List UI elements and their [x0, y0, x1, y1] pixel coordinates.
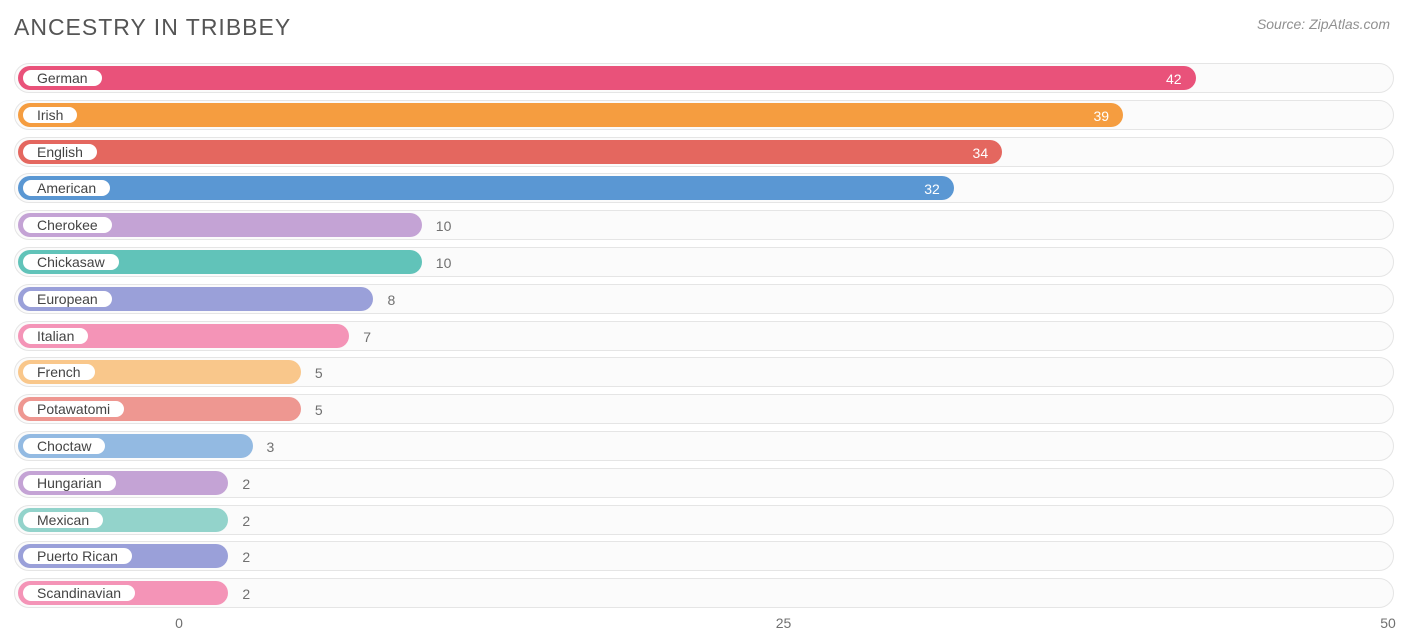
chart-row: Puerto Rican 2	[14, 541, 1394, 571]
chart-bar-label: English	[21, 142, 99, 162]
chart-bar-value: 32	[914, 179, 950, 199]
chart-row: European 8	[14, 284, 1394, 314]
chart-bar-value: 39	[1083, 106, 1119, 126]
chart-bar-label: European	[21, 289, 114, 309]
chart-axis-tick: 0	[175, 615, 183, 631]
chart-bar-label: Cherokee	[21, 215, 114, 235]
chart-bar-label: French	[21, 362, 97, 382]
chart-bar-value: 2	[232, 474, 260, 494]
chart-bar-label: Puerto Rican	[21, 546, 134, 566]
chart-bar	[18, 66, 1196, 90]
chart-bar-value: 2	[232, 547, 260, 567]
chart-row: Mexican 2	[14, 505, 1394, 535]
chart-row: Chickasaw 10	[14, 247, 1394, 277]
chart-bar-label: Hungarian	[21, 473, 118, 493]
chart-bar	[18, 176, 954, 200]
chart-header: ANCESTRY IN TRIBBEY Source: ZipAtlas.com	[14, 14, 1396, 41]
chart-row: French 5	[14, 357, 1394, 387]
chart-bar-value: 5	[305, 400, 333, 420]
chart-bar-value: 10	[426, 216, 462, 236]
chart-row: American 32	[14, 173, 1394, 203]
chart-bar-label: German	[21, 68, 104, 88]
chart-bar-value: 8	[377, 290, 405, 310]
chart-bars: German42Irish39English34American32Cherok…	[14, 63, 1394, 608]
chart-bar-value: 2	[232, 511, 260, 531]
chart-row: Irish 39	[14, 100, 1394, 130]
chart-bar	[18, 140, 1002, 164]
chart-bar-label: Italian	[21, 326, 90, 346]
chart-row: Choctaw 3	[14, 431, 1394, 461]
chart-axis-tick: 50	[1380, 615, 1396, 631]
chart-axis-tick: 25	[776, 615, 792, 631]
chart-bar-value: 34	[963, 143, 999, 163]
chart-row: Potawatomi 5	[14, 394, 1394, 424]
chart-source: Source: ZipAtlas.com	[1257, 14, 1396, 32]
chart-row: Italian 7	[14, 321, 1394, 351]
chart-x-axis: 0 25 50	[14, 615, 1394, 635]
chart-row: Scandinavian 2	[14, 578, 1394, 608]
chart-row: Hungarian 2	[14, 468, 1394, 498]
chart-row: Cherokee 10	[14, 210, 1394, 240]
chart-bar-label: Chickasaw	[21, 252, 121, 272]
chart-bar-label: Irish	[21, 105, 79, 125]
chart-bar-label: Scandinavian	[21, 583, 137, 603]
chart-bar-value: 42	[1156, 69, 1192, 89]
chart-bar-label: American	[21, 178, 112, 198]
chart-title: ANCESTRY IN TRIBBEY	[14, 14, 291, 41]
chart-bar-label: Mexican	[21, 510, 105, 530]
chart-bar	[18, 103, 1123, 127]
chart-bar-value: 10	[426, 253, 462, 273]
chart-row: English 34	[14, 137, 1394, 167]
chart-plot-area: German42Irish39English34American32Cherok…	[14, 63, 1394, 603]
chart-bar-value: 3	[257, 437, 285, 457]
chart-bar-label: Potawatomi	[21, 399, 126, 419]
chart-row: German 42	[14, 63, 1394, 93]
chart-bar-value: 5	[305, 363, 333, 383]
chart-bar-label: Choctaw	[21, 436, 107, 456]
chart-bar-value: 2	[232, 584, 260, 604]
chart-container: ANCESTRY IN TRIBBEY Source: ZipAtlas.com…	[0, 0, 1406, 644]
chart-bar-value: 7	[353, 327, 381, 347]
